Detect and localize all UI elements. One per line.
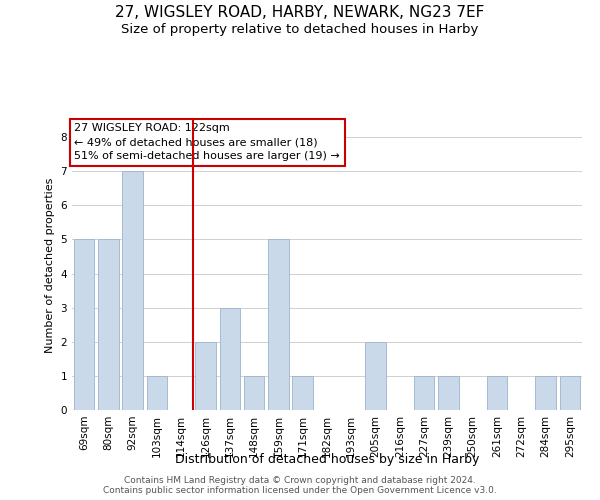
Bar	[244, 376, 265, 410]
Bar	[560, 376, 580, 410]
Bar	[438, 376, 459, 410]
Bar	[146, 376, 167, 410]
Y-axis label: Number of detached properties: Number of detached properties	[45, 178, 55, 352]
Bar	[487, 376, 508, 410]
Text: 27 WIGSLEY ROAD: 122sqm
← 49% of detached houses are smaller (18)
51% of semi-de: 27 WIGSLEY ROAD: 122sqm ← 49% of detache…	[74, 124, 340, 162]
Bar	[98, 240, 119, 410]
Text: Distribution of detached houses by size in Harby: Distribution of detached houses by size …	[175, 452, 479, 466]
Bar	[365, 342, 386, 410]
Bar	[414, 376, 434, 410]
Bar	[122, 171, 143, 410]
Bar	[292, 376, 313, 410]
Text: 27, WIGSLEY ROAD, HARBY, NEWARK, NG23 7EF: 27, WIGSLEY ROAD, HARBY, NEWARK, NG23 7E…	[115, 5, 485, 20]
Bar	[195, 342, 216, 410]
Bar	[268, 240, 289, 410]
Bar	[535, 376, 556, 410]
Text: Contains HM Land Registry data © Crown copyright and database right 2024.
Contai: Contains HM Land Registry data © Crown c…	[103, 476, 497, 495]
Text: Size of property relative to detached houses in Harby: Size of property relative to detached ho…	[121, 22, 479, 36]
Bar	[220, 308, 240, 410]
Bar	[74, 240, 94, 410]
